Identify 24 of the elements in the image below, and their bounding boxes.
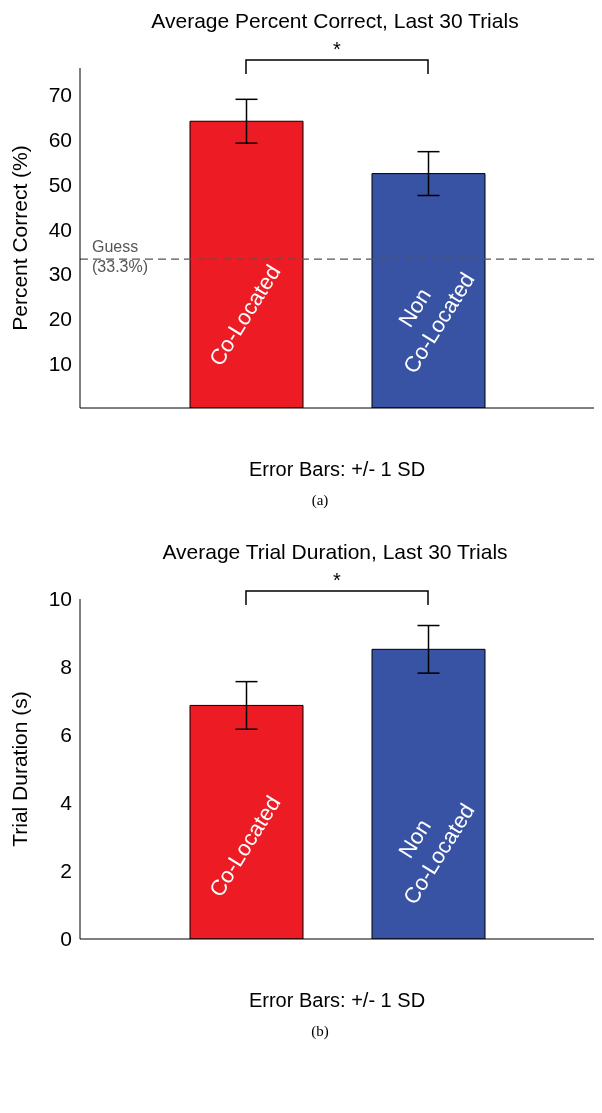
text: (a): [310, 492, 330, 509]
y-tick-label: 4: [60, 791, 73, 815]
chart-title: Average Trial Duration, Last 30 Trials: [162, 540, 508, 563]
x-axis-title: Error Bars: +/- 1 SD: [248, 458, 426, 480]
y-tick-label: 70: [48, 83, 72, 107]
text: *: [333, 569, 342, 591]
text: (b): [310, 1023, 330, 1040]
y-tick-label: 20: [48, 306, 72, 330]
ref-line-label: Guess (33.3%): [92, 237, 149, 276]
x-axis-title: Error Bars: +/- 1 SD: [248, 989, 426, 1011]
chart-title: Average Percent Correct, Last 30 Trials: [151, 9, 519, 32]
y-tick-label: 0: [60, 927, 72, 951]
y-axis-title: Percent Correct (%): [8, 145, 32, 331]
y-tick-label: 8: [60, 655, 72, 679]
y-tick-label: 50: [48, 172, 72, 196]
y-tick-label: 60: [48, 128, 72, 152]
y-tick-label: 2: [60, 859, 72, 883]
y-tick-label: 10: [48, 351, 72, 375]
y-tick-label: 40: [48, 217, 72, 241]
y-tick-label: 6: [60, 723, 72, 747]
y-axis-title: Trial Duration (s): [8, 691, 32, 847]
text: *: [333, 38, 342, 60]
y-tick-label: 30: [48, 262, 72, 286]
y-tick-label: 10: [48, 587, 72, 611]
